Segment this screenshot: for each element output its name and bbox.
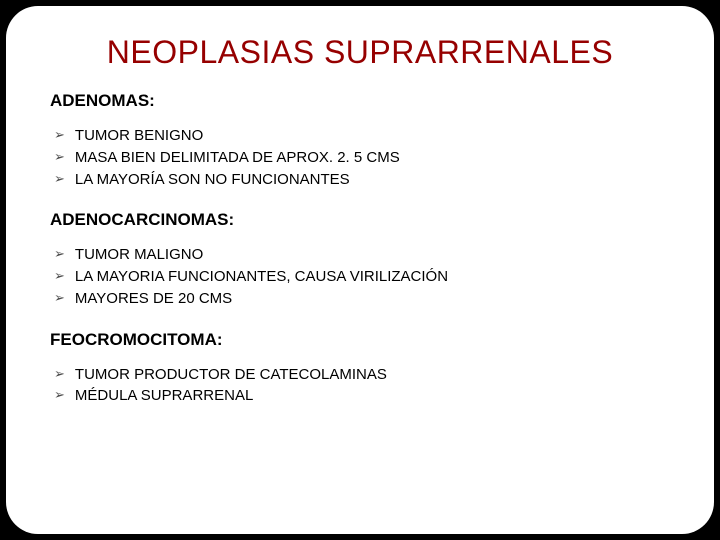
section-heading: ADENOCARCINOMAS: <box>50 210 670 230</box>
list-item: ➢ MÉDULA SUPRARRENAL <box>54 385 670 407</box>
slide-title: NEOPLASIAS SUPRARRENALES <box>50 34 670 71</box>
bullet-icon: ➢ <box>54 169 65 190</box>
bullet-icon: ➢ <box>54 266 65 287</box>
section-adenocarcinomas: ADENOCARCINOMAS: ➢ TUMOR MALIGNO ➢ LA MA… <box>50 210 670 309</box>
section-heading: FEOCROMOCITOMA: <box>50 330 670 350</box>
bullet-text: LA MAYORIA FUNCIONANTES, CAUSA VIRILIZAC… <box>75 266 670 288</box>
bullet-icon: ➢ <box>54 385 65 406</box>
bullet-icon: ➢ <box>54 288 65 309</box>
list-item: ➢ LA MAYORÍA SON NO FUNCIONANTES <box>54 169 670 191</box>
bullet-text: TUMOR MALIGNO <box>75 244 670 266</box>
bullet-icon: ➢ <box>54 147 65 168</box>
bullet-icon: ➢ <box>54 244 65 265</box>
list-item: ➢ TUMOR BENIGNO <box>54 125 670 147</box>
bullet-text: MÉDULA SUPRARRENAL <box>75 385 670 407</box>
bullet-list: ➢ TUMOR MALIGNO ➢ LA MAYORIA FUNCIONANTE… <box>50 244 670 309</box>
list-item: ➢ MAYORES DE 20 CMS <box>54 288 670 310</box>
section-feocromocitoma: FEOCROMOCITOMA: ➢ TUMOR PRODUCTOR DE CAT… <box>50 330 670 408</box>
bullet-text: MAYORES DE 20 CMS <box>75 288 670 310</box>
section-adenomas: ADENOMAS: ➢ TUMOR BENIGNO ➢ MASA BIEN DE… <box>50 91 670 190</box>
bullet-icon: ➢ <box>54 364 65 385</box>
bullet-text: LA MAYORÍA SON NO FUNCIONANTES <box>75 169 670 191</box>
list-item: ➢ LA MAYORIA FUNCIONANTES, CAUSA VIRILIZ… <box>54 266 670 288</box>
slide-frame: NEOPLASIAS SUPRARRENALES ADENOMAS: ➢ TUM… <box>6 6 714 534</box>
bullet-list: ➢ TUMOR BENIGNO ➢ MASA BIEN DELIMITADA D… <box>50 125 670 190</box>
bullet-list: ➢ TUMOR PRODUCTOR DE CATECOLAMINAS ➢ MÉD… <box>50 364 670 408</box>
bullet-text: MASA BIEN DELIMITADA DE APROX. 2. 5 CMS <box>75 147 670 169</box>
bullet-icon: ➢ <box>54 125 65 146</box>
section-heading: ADENOMAS: <box>50 91 670 111</box>
bullet-text: TUMOR BENIGNO <box>75 125 670 147</box>
bullet-text: TUMOR PRODUCTOR DE CATECOLAMINAS <box>75 364 670 386</box>
list-item: ➢ MASA BIEN DELIMITADA DE APROX. 2. 5 CM… <box>54 147 670 169</box>
list-item: ➢ TUMOR PRODUCTOR DE CATECOLAMINAS <box>54 364 670 386</box>
list-item: ➢ TUMOR MALIGNO <box>54 244 670 266</box>
